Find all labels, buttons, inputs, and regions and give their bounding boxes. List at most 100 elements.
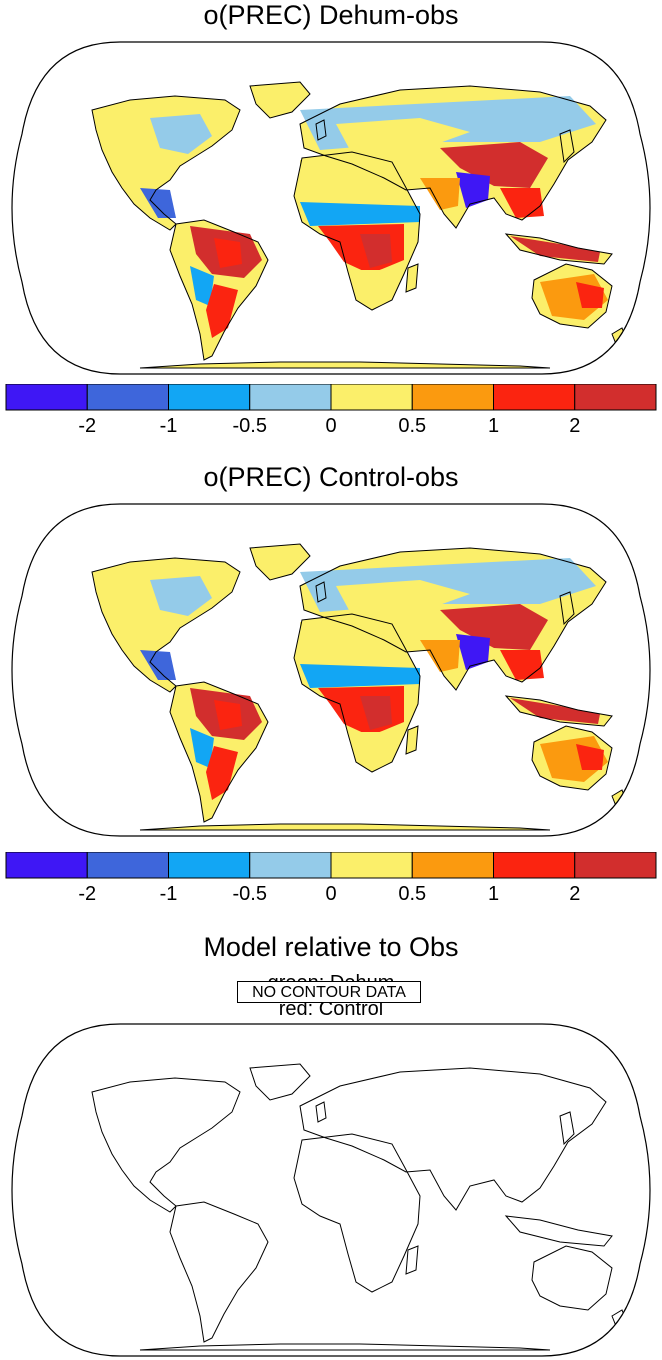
coastline-northamerica bbox=[91, 557, 241, 693]
coastlines bbox=[91, 1063, 627, 1351]
precip-patch bbox=[510, 236, 600, 262]
coastline-indonesia bbox=[504, 695, 613, 727]
precip-patch bbox=[576, 744, 604, 770]
coastline-japan bbox=[559, 591, 575, 626]
precip-patch bbox=[500, 188, 544, 218]
coastline-uk bbox=[315, 119, 327, 141]
coastline-africa bbox=[293, 613, 421, 773]
colorbar-swatch bbox=[86, 852, 169, 879]
colorbar-tick-label: -2 bbox=[78, 415, 96, 437]
precip-patch bbox=[300, 160, 404, 198]
continent-madagascar bbox=[406, 264, 418, 292]
coastline-uk bbox=[315, 581, 327, 603]
colorbar-swatch bbox=[249, 852, 332, 879]
coastline-southamerica bbox=[169, 1201, 269, 1343]
precip-patch bbox=[300, 202, 420, 226]
precip-patch bbox=[440, 604, 548, 650]
continent-greenland bbox=[250, 544, 310, 580]
panel2-title: o(PREC) Control-obs bbox=[203, 462, 459, 492]
continent-japan bbox=[560, 592, 574, 624]
colorbar-swatch bbox=[493, 852, 576, 879]
precip-patch bbox=[206, 284, 238, 338]
continent-madagascar bbox=[406, 1246, 418, 1274]
map-border bbox=[11, 1023, 651, 1357]
coastline-southamerica bbox=[169, 681, 269, 823]
precip-patch bbox=[206, 746, 238, 800]
colorbar-tick-label: 1 bbox=[488, 415, 499, 437]
coastline-antarctica bbox=[139, 361, 551, 369]
coastline-uk bbox=[315, 1101, 327, 1123]
continent-northamerica bbox=[92, 1078, 240, 1212]
precip-patch bbox=[360, 234, 392, 268]
map-border bbox=[11, 41, 651, 375]
continent-japan bbox=[560, 130, 574, 162]
precip-patches bbox=[110, 558, 608, 800]
coastline-eurasia bbox=[299, 1067, 607, 1211]
colorbar-tick-label: -1 bbox=[160, 415, 178, 437]
coastline-madagascar bbox=[405, 725, 419, 755]
colorbar-swatch bbox=[574, 384, 657, 411]
precip-patch bbox=[352, 732, 388, 764]
precip-patch bbox=[336, 118, 470, 150]
world-map bbox=[11, 503, 651, 837]
coastline-madagascar bbox=[405, 263, 419, 293]
coastlines bbox=[91, 81, 627, 369]
continent-greenland bbox=[250, 1064, 310, 1100]
panel3-map bbox=[11, 1023, 651, 1357]
continent-australia bbox=[532, 1246, 612, 1310]
colorbar-swatch bbox=[411, 852, 494, 879]
precip-patch bbox=[214, 238, 242, 268]
precip-patch bbox=[500, 650, 544, 680]
colorbar-swatch bbox=[5, 384, 88, 411]
colorbar-tick-label: -1 bbox=[160, 883, 178, 905]
coastline-antarctica bbox=[139, 1343, 551, 1351]
precip-patch bbox=[140, 188, 176, 218]
coastline-indonesia bbox=[504, 233, 613, 265]
continent-madagascar bbox=[406, 726, 418, 754]
precip-patch bbox=[336, 580, 470, 612]
coastline-southamerica bbox=[169, 219, 269, 361]
precip-patch bbox=[150, 114, 212, 154]
colorbar-tick-label: 0.5 bbox=[398, 415, 426, 437]
panel2-colorbar: -2 -1 -0.5 0 0.5 1 2 bbox=[5, 852, 657, 905]
colorbar-swatch bbox=[168, 852, 251, 879]
colorbar-tick-label: -0.5 bbox=[233, 415, 267, 437]
coastline-northamerica bbox=[91, 1077, 241, 1213]
panel1-map bbox=[11, 41, 651, 375]
panel1-colorbar: -2 -1 -0.5 0 0.5 1 2 bbox=[5, 384, 657, 437]
colorbar-swatch bbox=[86, 384, 169, 411]
map-border bbox=[11, 503, 651, 837]
coastline-africa bbox=[293, 151, 421, 311]
coastline-greenland bbox=[249, 543, 311, 581]
colorbar-tick-label: 2 bbox=[569, 415, 580, 437]
colorbar-tick-label: -0.5 bbox=[233, 883, 267, 905]
colorbar-swatch bbox=[574, 852, 657, 879]
continent-greenland bbox=[250, 82, 310, 118]
coastline-indonesia bbox=[504, 1215, 613, 1247]
continent-southamerica bbox=[170, 1202, 268, 1342]
precip-patch bbox=[214, 700, 242, 730]
precip-patch bbox=[510, 698, 600, 724]
colorbar-swatch bbox=[168, 384, 251, 411]
coastline-australia bbox=[531, 1245, 613, 1311]
continent-africa bbox=[294, 1134, 420, 1292]
colorbar-tick-label: 0 bbox=[325, 883, 336, 905]
precip-patch bbox=[456, 634, 490, 670]
coastline-japan bbox=[559, 129, 575, 164]
colorbar-tick-label: 0 bbox=[325, 415, 336, 437]
colorbar-tick-label: -2 bbox=[78, 883, 96, 905]
colorbar-swatch bbox=[330, 384, 413, 411]
precip-patch bbox=[352, 270, 388, 302]
precip-patch bbox=[576, 282, 604, 308]
panel3-title: Model relative to Obs bbox=[203, 932, 459, 962]
precip-patch bbox=[420, 640, 460, 672]
continent-indonesia bbox=[506, 1216, 612, 1246]
continent-antarctica bbox=[140, 824, 550, 830]
panel1-title: o(PREC) Dehum-obs bbox=[203, 0, 459, 30]
continent-uk bbox=[316, 1102, 326, 1122]
continent-japan bbox=[560, 1112, 574, 1144]
coastline-africa bbox=[293, 1133, 421, 1293]
colorbar-swatch bbox=[493, 384, 576, 411]
coastline-greenland bbox=[249, 81, 311, 119]
precip-patch bbox=[360, 696, 392, 730]
